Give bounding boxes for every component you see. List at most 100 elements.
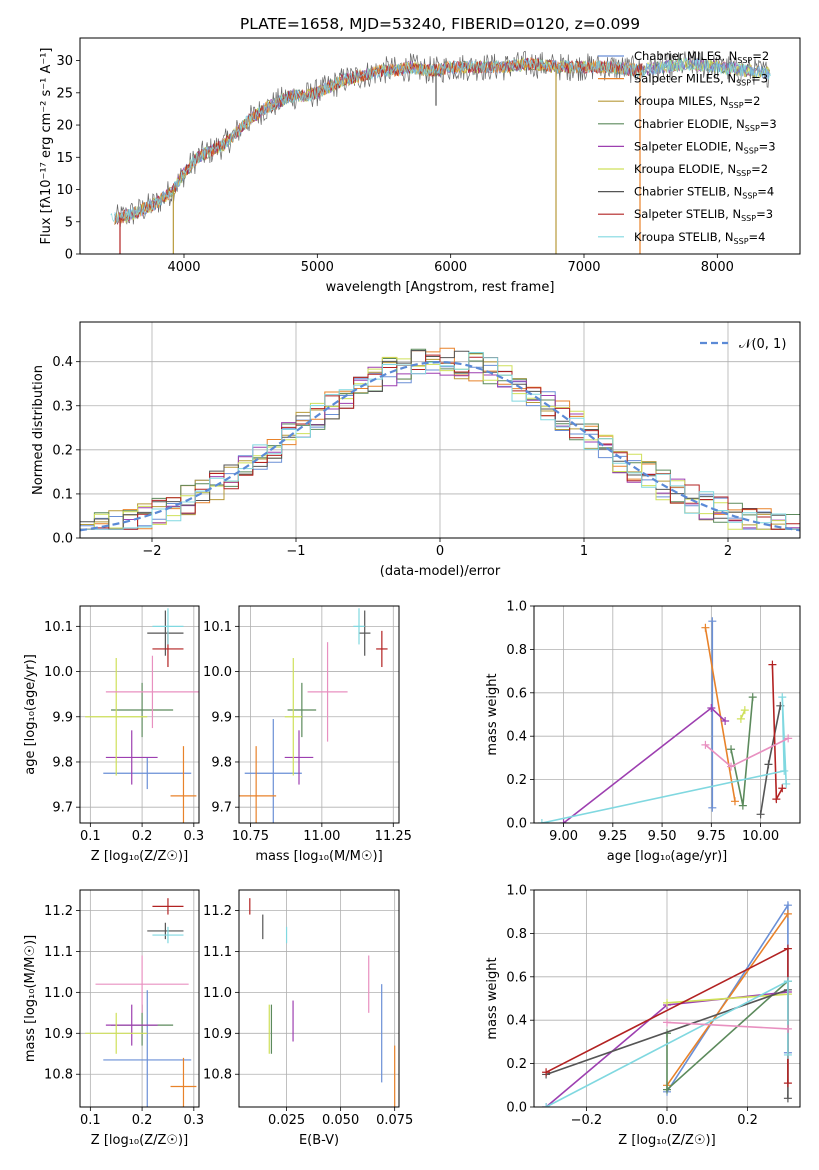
x-tick-label: 11.25 (375, 829, 412, 844)
x-tick-label: 7000 (567, 260, 600, 275)
y-axis-label: mass weight (485, 673, 500, 755)
y-tick-label: 11.0 (203, 986, 232, 1001)
weight-marker (707, 703, 716, 712)
errorbar-point (95, 955, 189, 1013)
axes-frame (79, 37, 801, 255)
plot-area-mass_vs_Z (85, 898, 197, 1107)
y-tick-label: 0.8 (506, 927, 527, 942)
panel-mass_vs_Z: 0.1 0.2 0.3 10.8 10.9 11.0 11.1 11.2 Z [log₁₀(Z/… (23, 889, 204, 1148)
weight-line (740, 709, 746, 720)
plot-area-age_vs_mass (239, 608, 388, 823)
x-tick-label: 10.75 (232, 829, 269, 844)
y-tick-label: 0.3 (52, 399, 73, 414)
y-tick-label: 0.1 (52, 487, 73, 502)
panel-residuals: −2 −1 0 1 2 0.0 0.1 0.2 0.3 0.4 (data-model)/error… (31, 321, 801, 579)
x-tick-label: 4000 (167, 260, 200, 275)
histogram-series (80, 353, 800, 530)
x-axis-label: Z [log₁₀(Z/Z☉)] (91, 849, 188, 864)
legend: Chabrier MILES, NSSP=2 Salpeter MILES, NS… (598, 49, 777, 246)
weight-marker (784, 734, 793, 743)
y-tick-label: 0.2 (52, 443, 73, 458)
plot-area-weight_vs_Z (542, 901, 792, 1107)
y-tick-label: 0.4 (506, 1014, 527, 1029)
histogram-series (80, 366, 800, 530)
weight-marker (783, 901, 792, 910)
panel-weight_vs_age: 9.00 9.25 9.50 9.75 10.00 0.0 0.2 0.4 0.6 0.8 1.0 a… (485, 600, 801, 864)
weight-marker (783, 977, 792, 986)
panel-age_vs_mass: 10.75 11.00 11.25 9.7 9.8 9.9 10.0 10.1 mass [lo… (203, 605, 412, 864)
errorbar-point (239, 746, 277, 823)
axes-frame (79, 605, 200, 824)
y-tick-label: 10.8 (203, 1068, 232, 1083)
x-tick-label: 0.025 (268, 1113, 305, 1128)
weight-marker (738, 801, 747, 810)
weight-marker (701, 740, 710, 749)
legend-subscript: SSP (734, 237, 749, 246)
x-tick-label: 0.2 (737, 1113, 758, 1128)
y-tick-label: 0.8 (506, 643, 527, 658)
weight-line (730, 697, 754, 806)
legend-label: Chabrier ELODIE, NSSP=3 (634, 117, 777, 133)
axes-residuals: −2 −1 0 1 2 0.0 0.1 0.2 0.3 0.4 (data-model)/error… (31, 321, 801, 579)
y-tick-label: 10.9 (203, 1027, 232, 1042)
x-tick-label: 0.1 (80, 1113, 101, 1128)
y-tick-label: 9.9 (52, 710, 73, 725)
y-axis-label: Flux [fλ10⁻¹⁷ erg cm⁻² s⁻¹ A⁻¹] (39, 48, 54, 245)
weight-marker (748, 693, 757, 702)
legend-subscript: SSP (744, 146, 759, 155)
y-axis-label: mass weight (485, 957, 500, 1039)
errorbar-point (105, 655, 199, 729)
panel-mass_vs_ebv: 0.025 0.050 0.075 10.8 10.9 11.0 11.1 11.2 E(B-V… (203, 889, 413, 1148)
x-tick-label: 1 (580, 544, 588, 559)
weight-marker (783, 1050, 792, 1059)
spectrum-line (114, 50, 771, 227)
x-tick-label: 0.050 (322, 1113, 359, 1128)
panel-spectrum: 4000 5000 6000 7000 8000 0 5 10 15 20 25 30 waveleng… (39, 15, 801, 295)
y-tick-label: 0.6 (506, 686, 527, 701)
errorbar-point (85, 657, 148, 776)
x-tick-label: 9.25 (598, 829, 627, 844)
legend-value: =3 (751, 72, 768, 86)
x-tick-label: 2 (724, 544, 732, 559)
x-tick-label: 0.075 (376, 1113, 413, 1128)
legend-label: Chabrier MILES, NSSP=2 (634, 49, 769, 65)
panel-weight_vs_Z: −0.2 0.0 0.2 0.0 0.2 0.4 0.6 0.8 1.0 Z [log₁₀(Z/Z… (485, 884, 801, 1148)
x-tick-label: 6000 (434, 260, 467, 275)
legend-subscript: SSP (729, 101, 744, 110)
x-tick-label: −1 (286, 544, 305, 559)
y-tick-label: 10.0 (203, 665, 232, 680)
axes-frame (533, 889, 801, 1108)
x-tick-label: 9.00 (549, 829, 578, 844)
x-tick-label: 8000 (701, 260, 734, 275)
y-tick-label: 0.0 (52, 532, 73, 547)
weight-line (541, 697, 787, 823)
plot-area-weight_vs_age (537, 617, 793, 823)
weight-marker (708, 803, 717, 812)
y-tick-label: 10 (56, 183, 73, 198)
legend-subscript: SSP (736, 79, 751, 88)
axes-frame (79, 321, 801, 539)
spectrum-line (114, 57, 643, 225)
x-tick-label: 9.75 (697, 829, 726, 844)
axes-mass_vs_ebv: 0.025 0.050 0.075 10.8 10.9 11.0 11.1 11.2 E(B-V… (203, 889, 413, 1148)
plot-area-spectrum (110, 50, 771, 254)
x-axis-label: Z [log₁₀(Z/Z☉)] (618, 1133, 715, 1148)
axes-frame (79, 889, 200, 1108)
weight-marker (756, 810, 765, 819)
legend-value: =2 (752, 49, 769, 63)
errorbar-point (170, 746, 197, 823)
chart-title: PLATE=1658, MJD=53240, FIBERID=0120, z=0… (240, 15, 640, 33)
y-tick-label: 0.2 (506, 1057, 527, 1072)
weight-marker (727, 762, 736, 771)
legend-subscript: SSP (741, 214, 756, 223)
errorbar-point (307, 642, 348, 742)
weight-marker (708, 617, 717, 626)
legend-label: Salpeter ELODIE, NSSP=3 (634, 139, 776, 155)
y-tick-label: 10.9 (44, 1027, 73, 1042)
axes-age_vs_Z: 0.1 0.2 0.3 9.7 9.8 9.9 10.0 10.1 Z [log₁₀(Z/Z☉)… (23, 605, 204, 864)
x-tick-label: 5000 (301, 260, 334, 275)
x-tick-label: 11.00 (303, 829, 340, 844)
errorbar-point (287, 682, 317, 738)
legend-value: =3 (759, 139, 776, 153)
y-tick-label: 11.0 (44, 986, 73, 1001)
